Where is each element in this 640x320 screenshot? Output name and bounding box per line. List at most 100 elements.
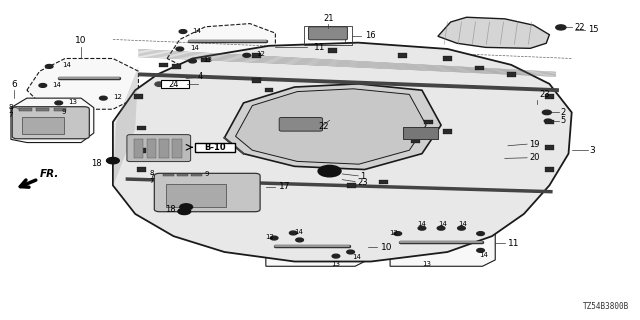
Bar xyxy=(166,184,227,207)
Text: 18: 18 xyxy=(164,205,175,214)
Text: 12: 12 xyxy=(256,52,265,57)
Text: 9: 9 xyxy=(204,171,209,177)
Text: TZ54B3800B: TZ54B3800B xyxy=(583,302,629,311)
Bar xyxy=(36,108,49,111)
Circle shape xyxy=(243,53,250,57)
Bar xyxy=(172,140,182,158)
Text: 6: 6 xyxy=(12,80,17,89)
Circle shape xyxy=(178,208,191,215)
Bar xyxy=(134,94,143,99)
Text: 22: 22 xyxy=(318,122,328,131)
Circle shape xyxy=(556,25,566,30)
Circle shape xyxy=(418,226,426,230)
Bar xyxy=(172,64,181,69)
Bar xyxy=(252,53,260,58)
Text: 13: 13 xyxy=(203,57,212,63)
Circle shape xyxy=(394,232,401,236)
Circle shape xyxy=(100,96,107,100)
Circle shape xyxy=(55,101,63,105)
Circle shape xyxy=(106,157,119,164)
Polygon shape xyxy=(266,228,368,266)
Text: 14: 14 xyxy=(52,82,61,87)
Text: 20: 20 xyxy=(529,153,540,162)
Bar xyxy=(147,140,156,158)
Polygon shape xyxy=(438,17,549,48)
Text: 24: 24 xyxy=(168,80,179,89)
Circle shape xyxy=(45,65,53,68)
Text: 14: 14 xyxy=(294,229,303,235)
Circle shape xyxy=(39,84,47,87)
Polygon shape xyxy=(225,84,441,170)
Text: 7: 7 xyxy=(150,174,154,180)
Polygon shape xyxy=(390,222,495,266)
Text: 11: 11 xyxy=(508,239,520,248)
Text: FR.: FR. xyxy=(40,170,59,180)
Circle shape xyxy=(347,250,355,254)
Text: 10: 10 xyxy=(76,36,87,45)
Bar xyxy=(545,94,554,99)
Bar xyxy=(475,66,484,70)
Bar xyxy=(398,53,407,58)
FancyBboxPatch shape xyxy=(127,135,191,162)
Bar xyxy=(443,129,452,134)
Text: 14: 14 xyxy=(417,221,426,227)
Bar xyxy=(159,140,169,158)
Circle shape xyxy=(437,226,445,230)
Text: 12: 12 xyxy=(389,230,397,236)
Text: 3: 3 xyxy=(589,146,595,155)
Circle shape xyxy=(155,82,164,86)
Text: 8: 8 xyxy=(8,104,13,110)
FancyBboxPatch shape xyxy=(279,117,323,131)
Circle shape xyxy=(189,59,196,63)
Bar xyxy=(163,174,174,177)
Text: 14: 14 xyxy=(190,45,199,51)
Bar xyxy=(380,180,388,184)
Text: 10: 10 xyxy=(381,243,392,252)
Bar xyxy=(22,116,64,134)
Circle shape xyxy=(332,254,340,258)
Bar xyxy=(19,108,32,111)
Text: 13: 13 xyxy=(422,261,431,267)
Polygon shape xyxy=(113,43,572,261)
Text: 7: 7 xyxy=(8,112,13,118)
Text: 19: 19 xyxy=(529,140,540,148)
Bar xyxy=(54,108,67,111)
Bar xyxy=(304,26,352,45)
Bar xyxy=(177,174,188,177)
Text: 14: 14 xyxy=(479,252,488,258)
Text: 15: 15 xyxy=(588,25,598,35)
Circle shape xyxy=(318,165,341,177)
Bar xyxy=(403,127,438,140)
Text: B-10: B-10 xyxy=(204,143,226,152)
Bar xyxy=(201,58,210,62)
Bar xyxy=(545,167,554,172)
Polygon shape xyxy=(125,128,196,163)
Text: 14: 14 xyxy=(438,221,447,227)
Text: 8: 8 xyxy=(150,170,154,176)
Bar xyxy=(545,145,554,149)
Bar xyxy=(137,148,146,153)
Circle shape xyxy=(477,249,484,252)
FancyBboxPatch shape xyxy=(161,80,189,88)
FancyBboxPatch shape xyxy=(308,27,348,40)
Bar xyxy=(507,72,516,76)
Text: 7: 7 xyxy=(150,178,154,184)
Text: 4: 4 xyxy=(198,72,203,81)
Circle shape xyxy=(176,47,184,51)
Text: 12: 12 xyxy=(265,235,274,240)
FancyBboxPatch shape xyxy=(195,143,235,152)
Circle shape xyxy=(270,236,278,240)
Bar xyxy=(137,126,146,131)
Bar xyxy=(328,48,337,53)
Polygon shape xyxy=(11,98,94,142)
Bar xyxy=(252,78,260,83)
Circle shape xyxy=(296,238,303,242)
Bar xyxy=(443,56,452,61)
Polygon shape xyxy=(236,89,426,164)
Text: 23: 23 xyxy=(540,90,550,99)
Text: 21: 21 xyxy=(323,14,333,23)
Text: 11: 11 xyxy=(314,43,325,52)
Circle shape xyxy=(477,232,484,236)
Bar xyxy=(134,140,143,158)
Text: 13: 13 xyxy=(332,261,340,267)
